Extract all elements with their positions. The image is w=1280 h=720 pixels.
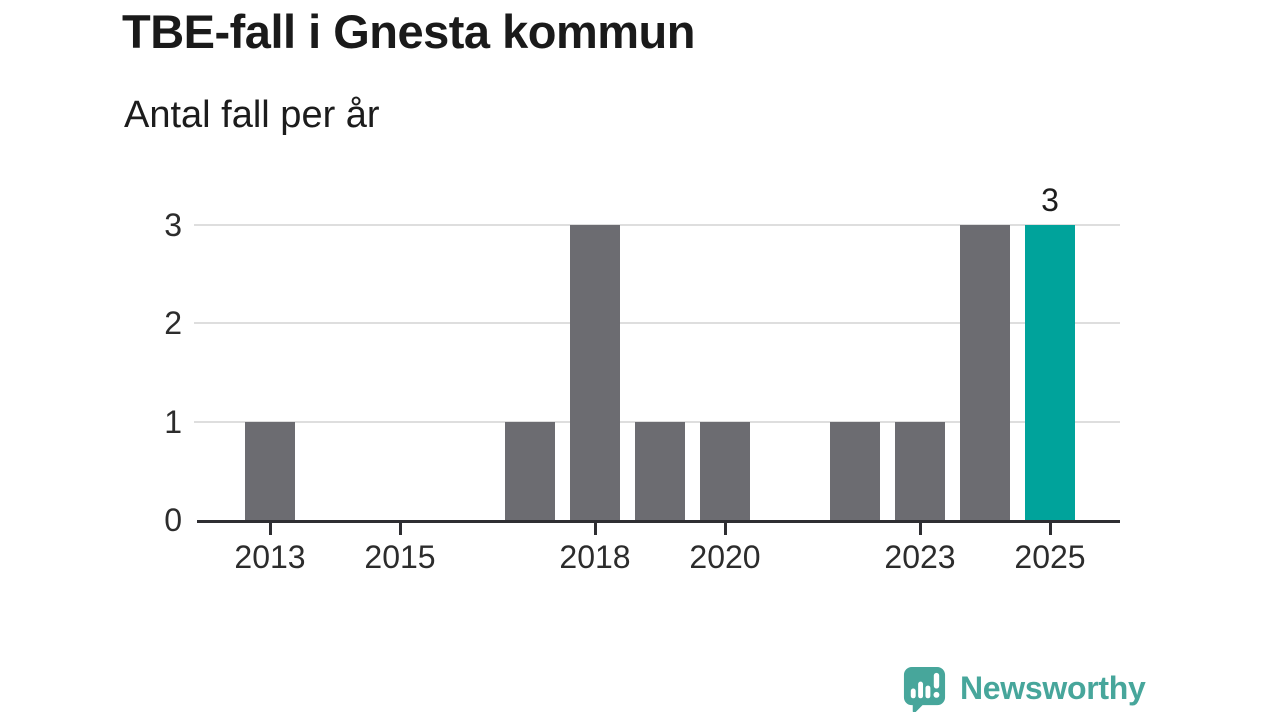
x-axis-tick-label-2023: 2023 (884, 539, 956, 575)
y-axis-tick-label-0: 0 (164, 502, 182, 538)
x-axis-tick-label-2015: 2015 (364, 539, 436, 575)
bar-2020 (700, 421, 750, 520)
chart-title: TBE-fall i Gnesta kommun (122, 5, 695, 58)
bar-chart-plot-area (194, 224, 1120, 523)
gridline-y-3 (194, 224, 1120, 226)
x-axis-tick-label-2018: 2018 (559, 539, 631, 575)
x-axis-tick-label-2020: 2020 (689, 539, 761, 575)
bar-value-label: 3 (1041, 182, 1059, 218)
bar-2024 (960, 225, 1010, 520)
x-axis-tick-mark-2023 (918, 523, 922, 535)
newsworthy-branding: Newsworthy (901, 665, 1146, 712)
bar-2025-highlighted (1025, 225, 1075, 520)
gridline-y-1 (194, 420, 1120, 423)
bar-2018 (570, 225, 620, 520)
x-axis-tick-label-2013: 2013 (234, 539, 306, 575)
bar-2023 (895, 421, 945, 520)
y-axis-tick-label-3: 3 (164, 207, 182, 243)
x-axis-tick-mark-2015 (398, 523, 402, 535)
x-axis-line (197, 520, 1120, 523)
newsworthy-logo-text: Newsworthy (960, 670, 1146, 706)
x-axis-tick-mark-2020 (723, 523, 727, 535)
x-axis-tick-mark-2018 (593, 523, 597, 535)
chart-subtitle: Antal fall per år (124, 94, 380, 136)
y-axis-tick-label-2: 2 (164, 305, 182, 342)
x-axis-tick-mark-2025 (1048, 523, 1052, 535)
gridline-y-2 (194, 322, 1120, 325)
bar-2013 (245, 421, 295, 520)
x-axis-tick-label-2025: 2025 (1014, 539, 1086, 575)
x-axis-tick-mark-2013 (268, 523, 272, 535)
bar-2017 (505, 421, 555, 520)
newsworthy-logo-icon (903, 666, 946, 712)
y-axis-tick-label-1: 1 (164, 403, 182, 440)
bar-2019 (635, 421, 685, 520)
bar-2022 (830, 421, 880, 520)
